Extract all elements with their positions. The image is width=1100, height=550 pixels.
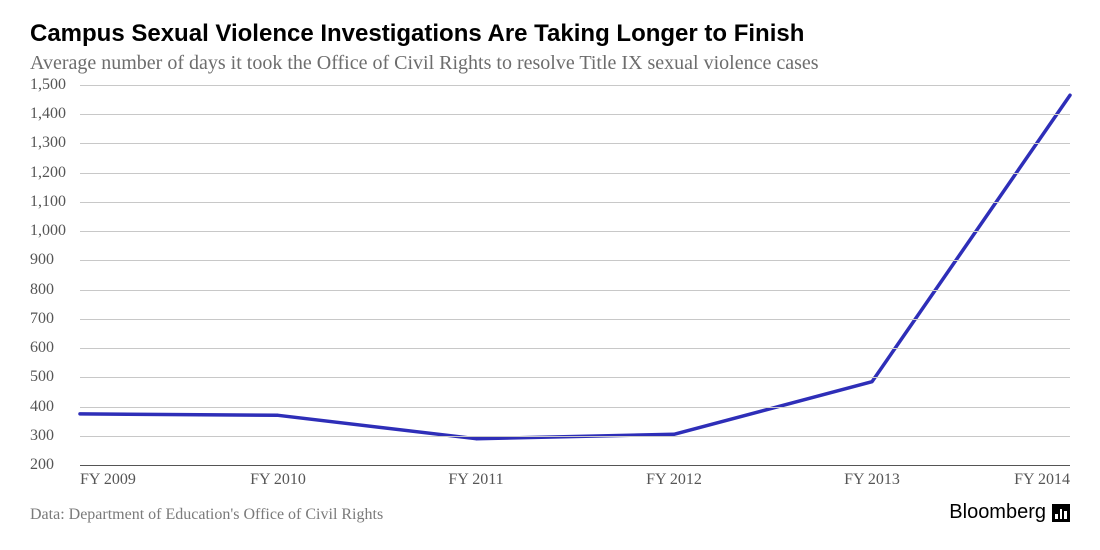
- x-tick-label: FY 2009: [80, 471, 136, 489]
- gridline: [80, 319, 1070, 320]
- x-tick-label: FY 2014: [1014, 471, 1070, 489]
- y-tick-label: 500: [30, 368, 54, 386]
- brand-bars-icon: [1052, 504, 1070, 522]
- x-tick-label: FY 2010: [250, 471, 306, 489]
- x-tick-label: FY 2013: [844, 471, 900, 489]
- gridline: [80, 173, 1070, 174]
- brand-text: Bloomberg: [949, 501, 1046, 524]
- gridline: [80, 114, 1070, 115]
- plot-area: [80, 85, 1070, 465]
- x-tick-label: FY 2011: [448, 471, 503, 489]
- gridline: [80, 407, 1070, 408]
- y-tick-label: 700: [30, 310, 54, 328]
- y-tick-label: 800: [30, 281, 54, 299]
- y-tick-label: 1,300: [30, 134, 66, 152]
- y-tick-label: 400: [30, 398, 54, 416]
- y-tick-label: 1,500: [30, 76, 66, 94]
- chart-area: 200 300 400 500 600 700 800 900 1,000 1,100 1,200 1…: [30, 85, 1070, 495]
- y-tick-label: 900: [30, 251, 54, 269]
- gridline: [80, 377, 1070, 378]
- y-tick-label: 300: [30, 427, 54, 445]
- y-tick-label: 1,100: [30, 193, 66, 211]
- chart-footer: Data: Department of Education's Office o…: [30, 495, 1070, 524]
- gridline: [80, 348, 1070, 349]
- line-series: [80, 85, 1070, 465]
- y-tick-label: 200: [30, 456, 54, 474]
- gridline: [80, 231, 1070, 232]
- data-line: [80, 95, 1070, 438]
- y-tick-label: 1,000: [30, 222, 66, 240]
- chart-subtitle: Average number of days it took the Offic…: [30, 52, 1070, 75]
- gridline: [80, 290, 1070, 291]
- brand-logo: Bloomberg: [949, 501, 1070, 524]
- x-tick-label: FY 2012: [646, 471, 702, 489]
- gridline: [80, 85, 1070, 86]
- y-tick-label: 600: [30, 339, 54, 357]
- chart-title: Campus Sexual Violence Investigations Ar…: [30, 20, 1070, 48]
- gridline: [80, 143, 1070, 144]
- gridline: [80, 260, 1070, 261]
- y-tick-label: 1,200: [30, 164, 66, 182]
- data-source: Data: Department of Education's Office o…: [30, 506, 383, 524]
- gridline: [80, 202, 1070, 203]
- y-tick-label: 1,400: [30, 105, 66, 123]
- gridline: [80, 436, 1070, 437]
- gridline: [80, 465, 1070, 466]
